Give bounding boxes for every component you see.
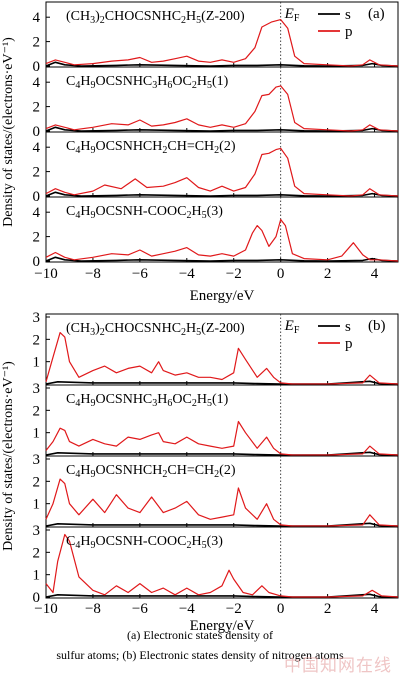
subplot-0: 1 2 3 (CH3)2CHOCSNHC2H5(Z-200) xyxy=(33,310,399,385)
x-axis-label: Energy/eV xyxy=(190,618,255,634)
series-p-line xyxy=(45,147,399,197)
series-p-line xyxy=(45,218,399,262)
series-s-line xyxy=(45,126,399,132)
y-tick-label: 1 xyxy=(33,497,41,513)
x-tick-label: 0 xyxy=(277,601,285,617)
x-tick-label: −4 xyxy=(179,601,195,617)
x-tick-label: 4 xyxy=(371,266,379,282)
y-tick-label: 3 xyxy=(33,310,41,326)
compound-label: (CH3)2CHOCSNHC2H5(Z-200) xyxy=(66,321,245,338)
series-s-line xyxy=(45,380,399,385)
y-tick-label: 3 xyxy=(33,381,41,397)
compound-label: C4H9OCSNHC3H6OC2H5(1) xyxy=(66,74,229,91)
y-tick-label: 2 xyxy=(33,165,41,181)
x-axis-label: Energy/eV xyxy=(190,288,255,304)
compound-label: C4H9OCSNH-COOC2H5(3) xyxy=(66,534,223,551)
legend-label-s: s xyxy=(345,7,351,23)
subplot-1: 1 2 3 C4H9OCSNHC3H6OC2H5(1) xyxy=(33,381,399,456)
panel-label: (a) xyxy=(368,6,385,22)
y-tick-label: 0 xyxy=(33,59,41,75)
x-tick-label: 2 xyxy=(324,601,332,617)
series-p-line xyxy=(45,478,399,527)
y-tick-label: 4 xyxy=(33,205,41,221)
series-p-line xyxy=(45,85,399,132)
y-axis-label: Density of states/(electrons·eV⁻¹) xyxy=(1,361,16,551)
y-tick-label: 0 xyxy=(33,189,41,205)
y-tick-label: 0 xyxy=(33,590,41,606)
legend-label-p: p xyxy=(345,24,353,40)
series-p-line xyxy=(45,420,399,456)
series-p-line xyxy=(45,19,399,67)
x-tick-label: −8 xyxy=(85,601,101,617)
panel-label: (b) xyxy=(368,318,386,334)
x-tick-label: 4 xyxy=(371,601,379,617)
x-tick-label: −8 xyxy=(85,266,101,282)
y-tick-label: 3 xyxy=(33,523,41,539)
y-tick-label: 1 xyxy=(33,426,41,442)
watermark-logo: 中国知网在线 xyxy=(284,656,392,676)
series-p-line xyxy=(45,332,399,385)
subplot-2: 0 2 4 C4H9OCSNHCH2CH=CH2(2) xyxy=(33,131,399,205)
y-tick-label: 3 xyxy=(33,452,41,468)
y-tick-label: 2 xyxy=(33,100,41,116)
fermi-label: EF xyxy=(284,318,300,336)
subplot-0: 0 2 4 (CH3)2CHOCSNHC2H5(Z-200) xyxy=(33,2,399,75)
x-tick-label: −6 xyxy=(132,266,148,282)
compound-label: C4H9OCSNHCH2CH=CH2(2) xyxy=(66,139,236,156)
subplot-2: 1 2 3 C4H9OCSNHCH2CH=CH2(2) xyxy=(33,452,399,527)
fermi-label: EF xyxy=(284,6,300,24)
y-tick-label: 2 xyxy=(33,474,41,490)
y-tick-label: 0 xyxy=(33,124,41,140)
y-tick-label: 2 xyxy=(33,545,41,561)
compound-label: C4H9OCSNHCH2CH=CH2(2) xyxy=(66,463,236,480)
y-tick-label: 4 xyxy=(33,75,41,91)
series-s-line xyxy=(45,61,399,67)
y-tick-label: 0 xyxy=(33,254,41,270)
y-tick-label: 2 xyxy=(33,332,41,348)
figure-caption-line1: (a) Electronic states density of xyxy=(127,628,273,642)
x-tick-label: 2 xyxy=(324,266,332,282)
legend-label-s: s xyxy=(345,319,351,335)
subplot-3: 0 2 4 C4H9OCSNH-COOC2H5(3) xyxy=(33,196,399,270)
y-axis-label: Density of states/(electrons·eV⁻¹) xyxy=(1,37,16,227)
series-s-line xyxy=(45,256,399,262)
x-tick-label: −4 xyxy=(179,266,195,282)
y-tick-label: 1 xyxy=(33,568,41,584)
subplot-1: 0 2 4 C4H9OCSNHC3H6OC2H5(1) xyxy=(33,66,399,140)
y-tick-label: 1 xyxy=(33,355,41,371)
compound-label: (CH3)2CHOCSNHC2H5(Z-200) xyxy=(66,9,245,26)
x-tick-label: −2 xyxy=(226,266,242,282)
y-tick-label: 2 xyxy=(33,403,41,419)
series-s-line xyxy=(45,593,399,598)
figure-caption-line2: sulfur atoms; (b) Electronic states dens… xyxy=(56,648,344,662)
x-tick-label: −10 xyxy=(34,601,57,617)
series-s-line xyxy=(45,522,399,527)
x-tick-label: −6 xyxy=(132,601,148,617)
y-tick-label: 4 xyxy=(33,10,41,26)
series-p-line xyxy=(45,533,399,598)
series-s-line xyxy=(45,451,399,456)
compound-label: C4H9OCSNH-COOC2H5(3) xyxy=(66,204,223,221)
chart-panel-1: 1 2 3 (CH3)2CHOCSNHC2H5(Z-200) 1 2 3 C4H9OCSNHC… xyxy=(1,310,399,634)
y-tick-label: 2 xyxy=(33,35,41,51)
chart-panel-0: 0 2 4 (CH3)2CHOCSNHC2H5(Z-200) 0 2 4 C4H9OCSNHC… xyxy=(1,1,399,304)
series-s-line xyxy=(45,191,399,197)
y-tick-label: 2 xyxy=(33,230,41,246)
y-tick-label: 4 xyxy=(33,140,41,156)
legend-label-p: p xyxy=(345,336,353,352)
compound-label: C4H9OCSNHC3H6OC2H5(1) xyxy=(66,392,229,409)
x-tick-label: −2 xyxy=(226,601,242,617)
subplot-3: 0 1 2 3 C4H9OCSNH-COOC2H5(3) xyxy=(33,523,399,606)
x-tick-label: −10 xyxy=(34,266,57,282)
x-tick-label: 0 xyxy=(277,266,285,282)
